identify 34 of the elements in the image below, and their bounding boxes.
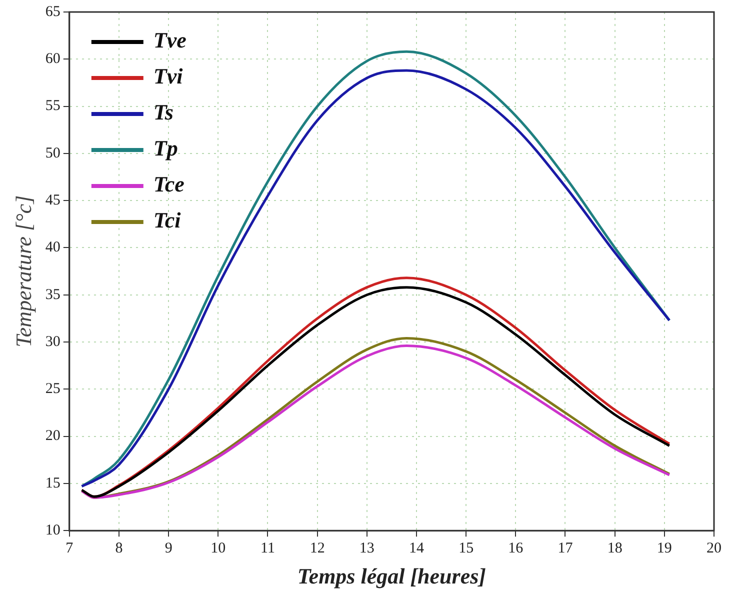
x-tick-label: 8: [115, 540, 123, 557]
x-tick-label: 9: [164, 540, 172, 557]
legend-label: Tce: [153, 172, 185, 197]
x-tick-label: 20: [706, 540, 722, 557]
y-tick-label: 60: [45, 51, 60, 68]
x-tick-label: 18: [607, 540, 622, 557]
x-tick-label: 12: [310, 540, 325, 557]
legend-label: Tve: [153, 28, 187, 53]
y-tick-label: 30: [45, 334, 60, 350]
legend-label: Tci: [153, 208, 182, 233]
y-tick-label: 35: [45, 286, 60, 303]
legend-label: Tp: [153, 136, 178, 161]
x-tick-label: 13: [359, 540, 374, 557]
y-axis-title: Temperature [°c]: [10, 195, 36, 348]
x-tick-label: 11: [260, 540, 275, 557]
legend-label: Ts: [153, 100, 174, 125]
y-tick-label: 25: [45, 381, 60, 398]
x-tick-label: 19: [656, 540, 672, 557]
y-tick-label: 45: [45, 192, 60, 209]
x-tick-label: 14: [408, 540, 424, 557]
x-tick-label: 16: [508, 540, 524, 557]
legend-label: Tvi: [153, 64, 184, 89]
y-tick-label: 10: [45, 522, 60, 539]
x-axis-title: Temps légal [heures]: [297, 563, 486, 588]
y-tick-label: 65: [45, 4, 60, 20]
y-tick-label: 20: [45, 428, 60, 444]
x-tick-label: 10: [210, 540, 226, 557]
x-tick-label: 7: [66, 540, 74, 557]
x-tick-label: 17: [558, 540, 574, 557]
x-tick-label: 15: [458, 540, 474, 557]
y-tick-label: 55: [45, 98, 60, 114]
y-tick-label: 50: [45, 145, 60, 162]
y-tick-label: 40: [45, 240, 60, 256]
y-tick-label: 15: [45, 475, 60, 492]
